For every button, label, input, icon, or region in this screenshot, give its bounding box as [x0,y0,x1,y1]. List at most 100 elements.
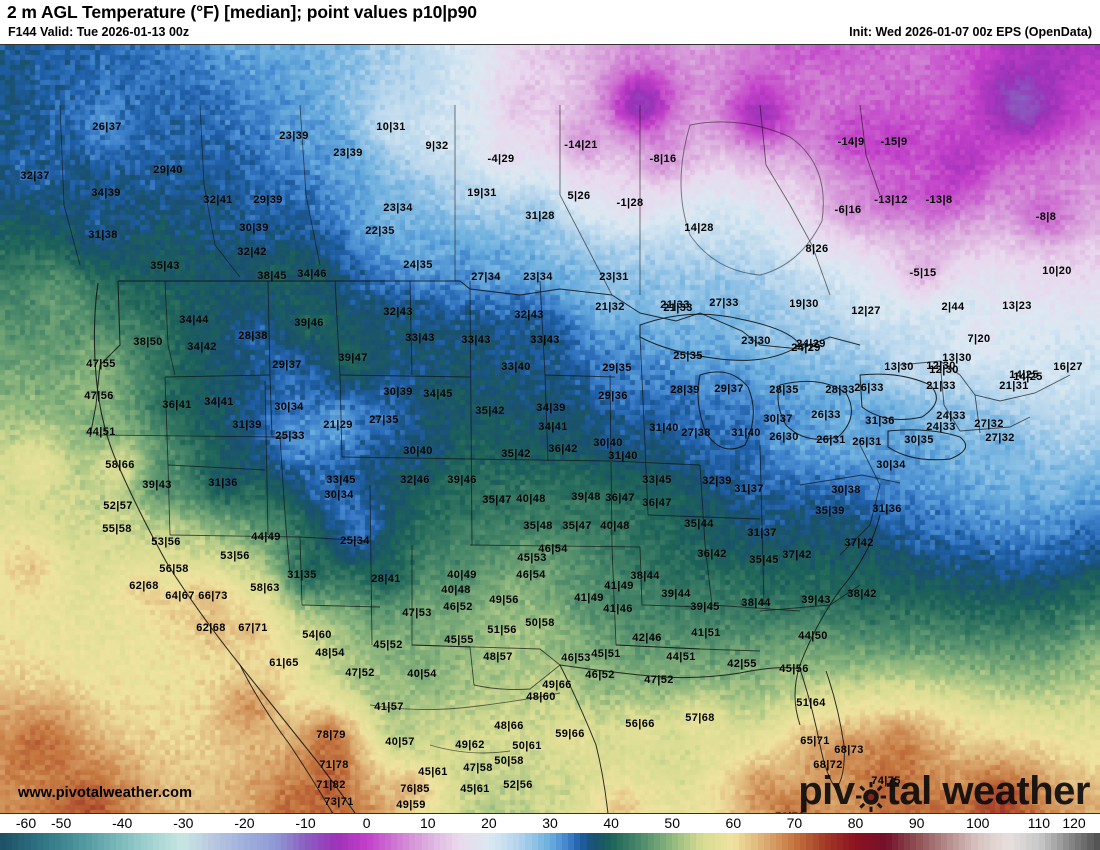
map-point-value: 30|40 [593,437,623,449]
map-point-value: 31|40 [649,422,679,434]
border-line [759,444,765,606]
colorbar-tick-10: 10 [419,815,436,831]
colorbar-segment [763,833,770,850]
colorbar-tick--40: -40 [112,815,133,831]
colorbar-segment [488,833,495,850]
map-point-value: 32|43 [514,309,544,321]
map-point-value: 19|30 [789,298,819,310]
colorbar-segment [372,833,379,850]
map-point-value: 67|71 [238,622,268,634]
map-point-value: 34|39 [536,402,566,414]
map-point-value: 52|56 [503,779,533,791]
colorbar-segment [183,833,190,850]
colorbar-segment [940,833,947,850]
border-line [544,374,616,378]
map-point-value: 29|39 [253,194,283,206]
forecast-valid-time: F144 Valid: Tue 2026-01-13 00z [8,25,190,39]
map-point-value: 31|40 [608,450,638,462]
colorbar-segment [537,833,544,850]
colorbar-segment [916,833,923,850]
colorbar-segment [1026,833,1033,850]
colorbar-segment [244,833,251,850]
map-point-value: 56|58 [159,563,189,575]
colorbar-segment [122,833,129,850]
map-point-value: 12|30 [929,364,959,376]
map-point-value: 28|41 [371,573,401,585]
colorbar-segment [256,833,263,850]
colorbar-tick-50: 50 [664,815,681,831]
colorbar-segment [830,833,837,850]
map-point-value: 19|31 [467,187,497,199]
map-point-value: 28|38 [238,330,268,342]
colorbar-segment [641,833,648,850]
map-point-value: 26|31 [816,434,846,446]
colorbar-segment [598,833,605,850]
map-point-value: 59|66 [555,728,585,740]
colorbar-segment [555,833,563,850]
map-point-value: 35|44 [684,518,714,530]
colorbar-segment [879,833,886,850]
map-point-value: 45|52 [373,639,403,651]
map-point-value: 32|41 [203,194,233,206]
colorbar-segment [213,833,220,850]
map-point-value: -13|12 [874,194,908,206]
colorbar-segment [867,833,874,850]
colorbar-segment [421,833,428,850]
colorbar-segment [427,833,434,850]
colorbar-segment [6,833,13,850]
colorbar-tick--30: -30 [173,815,194,831]
map-point-value: 47|52 [345,667,375,679]
colorbar-segment [36,833,43,850]
colorbar-segment [678,833,685,850]
colorbar-segment [299,833,306,850]
colorbar-segment [397,833,404,850]
map-point-value: 21|33 [663,302,693,314]
map-point-value: 45|55 [444,634,474,646]
map-point-value: 64|67 [165,590,195,602]
colorbar-segment [525,833,532,850]
temperature-map[interactable]: 26|37 32|37 34|39 31|38 29|40 32|41 29|39 30|39… [0,44,1100,814]
colorbar-segment [855,833,862,850]
colorbar-segment [409,833,416,850]
colorbar-segment [592,833,599,850]
map-point-value: 65|71 [800,735,830,747]
map-point-value: 39|43 [142,479,172,491]
colorbar-segment [177,833,184,850]
colorbar-segment [464,833,471,850]
colorbar-tick-70: 70 [786,815,803,831]
map-point-value: 23|39 [333,147,363,159]
colorbar-tick-30: 30 [542,815,558,831]
colorbar-tick-80: 80 [847,815,864,831]
map-point-value: 51|64 [796,697,826,709]
colorbar-segment [873,833,880,850]
colorbar-segment [134,833,141,850]
colorbar-segment [238,833,245,850]
map-point-value: 49|62 [455,739,485,751]
map-point-value: -6|16 [834,204,862,216]
map-point-value: 25|33 [275,430,305,442]
colorbar-segment [922,833,929,850]
colorbar-segment [891,833,899,850]
map-point-value: 42|55 [727,658,757,670]
map-point-value: -14|9 [837,136,865,148]
colorbar-segment [665,833,673,850]
map-point-value: 23|39 [279,130,309,142]
colorbar-segment [647,833,654,850]
map-point-value: 68|72 [813,759,843,771]
colorbar-segment [720,833,728,850]
site-url-label: www.pivotalweather.com [18,785,193,801]
border-line [95,434,281,438]
map-point-value: 35|42 [475,405,505,417]
colorbar-segment [543,833,550,850]
colorbar-segment [268,833,275,850]
map-point-value: 26|33 [854,382,884,394]
map-point-value: 44|51 [86,426,116,438]
map-point-value: 46|53 [561,652,591,664]
map-point-value: 26|31 [852,436,882,448]
colorbar-segment [885,833,892,850]
colorbar-segment [635,833,642,850]
temperature-colorbar[interactable]: -60 -50 -40 -30 -20 -10 0 10 20 30 40 50 60 70 80 90 100… [0,815,1100,850]
map-point-value: 53|56 [220,550,250,562]
colorbar-segment [1056,833,1064,850]
map-point-value: 27|38 [681,427,711,439]
